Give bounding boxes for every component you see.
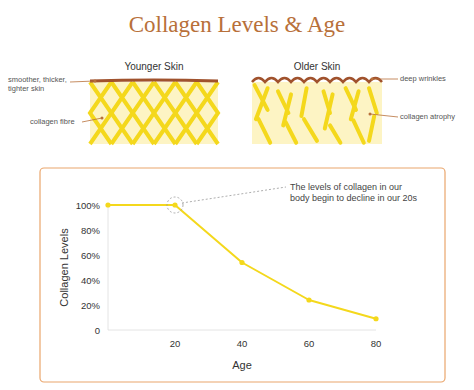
collagen-fibre	[154, 82, 175, 144]
collagen-fibre-broken	[369, 116, 374, 141]
data-point	[373, 316, 378, 321]
y-axis-line	[108, 205, 109, 330]
y-tick-label: 80%	[81, 225, 101, 236]
annotation-circle	[167, 197, 183, 213]
panel-label: Older Skin	[294, 61, 341, 72]
callout-line	[82, 118, 102, 122]
data-line	[108, 205, 376, 319]
callout-line	[370, 114, 398, 117]
collagen-fibre-broken	[283, 94, 291, 125]
y-tick-label: 100%	[76, 200, 101, 211]
data-point	[239, 260, 244, 265]
annotation-text: body begin to decline in our 20s	[290, 193, 418, 203]
collagen-fibre	[111, 82, 132, 144]
x-tick-label: 60	[304, 338, 315, 349]
page: Collagen Levels & Age Younger Skin Older S…	[0, 0, 474, 390]
data-point	[105, 202, 110, 207]
plot-area	[105, 202, 378, 321]
collagen-fibre-broken	[330, 125, 340, 142]
collagen-fibre-broken	[353, 120, 363, 142]
collagen-fibre-broken	[325, 94, 333, 128]
collagen-fibre-broken	[301, 88, 306, 116]
callout-dot	[371, 78, 374, 81]
skin-background	[90, 82, 218, 144]
collagen-fibre	[175, 82, 196, 144]
skin-surface	[90, 80, 218, 81]
collagen-fibre-broken	[304, 119, 317, 141]
x-tick-label: 20	[170, 338, 181, 349]
x-axis-title: Age	[232, 359, 252, 371]
collagen-fibre	[90, 82, 111, 144]
collagen-fibre-broken	[286, 122, 296, 142]
callout-text: deep wrinkles	[400, 74, 446, 83]
illustration: Younger Skin Older Skin smoother, thicker,…	[8, 61, 455, 144]
collagen-fibre-broken	[351, 91, 359, 119]
collagen-fibre-broken	[256, 88, 268, 119]
callout-text: smoother, thicker,	[8, 75, 67, 84]
annotation-text: The levels of collagen in our	[290, 182, 402, 192]
callout-line	[372, 79, 398, 80]
y-tick-label: 40%	[81, 275, 101, 286]
collagen-fibre	[133, 82, 154, 144]
callout-dot	[369, 113, 372, 116]
callout-dot	[94, 80, 97, 83]
y-axis-title: Collagen Levels	[58, 228, 70, 307]
callout-text: collagen atrophy	[400, 112, 455, 121]
title: Collagen Levels & Age	[129, 12, 346, 37]
callout-text: collagen fibre	[30, 117, 75, 126]
callout-text: tighter skin	[8, 84, 44, 93]
x-tick-label: 40	[237, 338, 248, 349]
y-tick-label: 20%	[81, 300, 101, 311]
y-tick-label: 0	[95, 325, 100, 336]
callout-dot	[101, 117, 104, 120]
x-tick-label: 80	[371, 338, 382, 349]
panel-label: Younger Skin	[124, 61, 183, 72]
data-point	[172, 202, 177, 207]
callout-line	[70, 81, 95, 82]
collagen-fibre-broken	[369, 88, 377, 113]
skin-surface-wrinkled	[252, 78, 382, 82]
x-axis-line	[108, 330, 376, 331]
skin-background	[252, 82, 382, 144]
data-point	[306, 297, 311, 302]
annotation-leader	[182, 187, 286, 203]
chart-frame	[40, 168, 445, 382]
collagen-fibre	[197, 82, 218, 144]
y-tick-label: 60%	[81, 250, 101, 261]
collagen-fibre-broken	[259, 119, 271, 143]
